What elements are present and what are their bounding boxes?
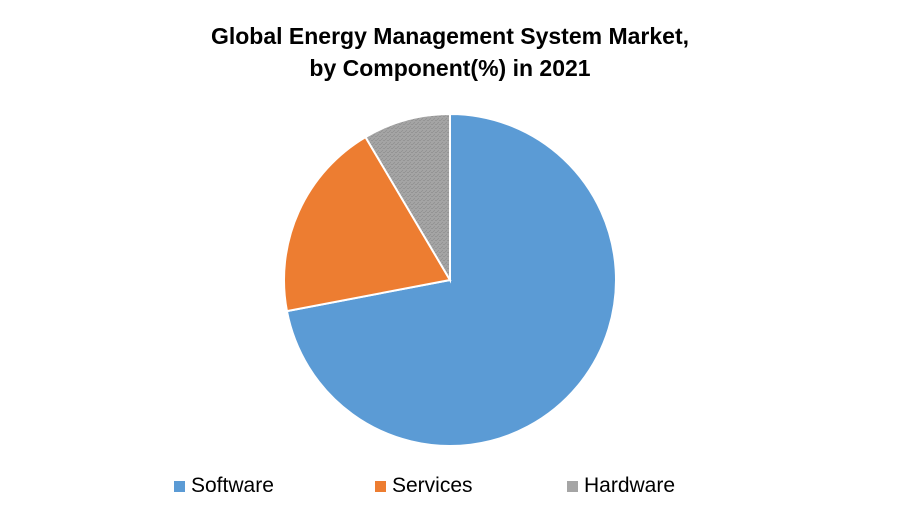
- legend-swatch-hardware: [567, 480, 578, 492]
- chart-title: Global Energy Management System Market, …: [0, 20, 900, 84]
- legend-item-hardware: Hardware: [567, 472, 675, 500]
- pie-slice-services: [283, 135, 452, 313]
- legend-label-hardware: Hardware: [584, 474, 676, 497]
- legend-label-software: Software: [191, 474, 274, 497]
- legend-swatch-software: [174, 480, 185, 492]
- legend-item-software: Software: [174, 472, 274, 500]
- legend-item-services: Services: [375, 472, 473, 500]
- legend-label-services: Services: [392, 474, 473, 497]
- legend-swatch-services: [375, 480, 386, 492]
- chart-legend: Software Services Hardware: [0, 472, 900, 502]
- pie-slice-hardware: [364, 112, 451, 284]
- pie-slices: [283, 112, 617, 447]
- chart-title-line-2: by Component(%) in 2021: [309, 55, 591, 81]
- pie-slice-software: [285, 112, 617, 447]
- chart-title-line-1: Global Energy Management System Market,: [210, 23, 690, 49]
